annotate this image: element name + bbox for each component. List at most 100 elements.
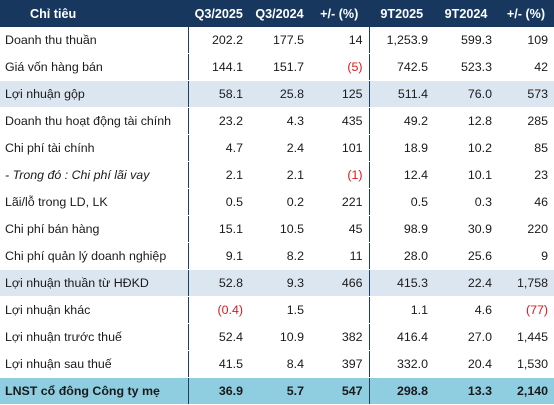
row-label: Doanh thu thuần [0, 27, 189, 54]
table-cell: 10.9 [249, 323, 310, 351]
table-cell: 382 [310, 323, 370, 351]
row-label: Lợi nhuận sau thuế [0, 350, 189, 378]
table-cell: 0.2 [249, 188, 310, 216]
header-q3-2024: Q3/2024 [249, 0, 310, 27]
header-row: Chỉ tiêu Q3/2025 Q3/2024 +/- (%) 9T2025 … [0, 0, 554, 27]
table-cell: 20.4 [434, 350, 498, 378]
table-cell: 10.2 [434, 134, 498, 162]
table-cell: 0.5 [188, 188, 249, 216]
table-cell: 10.5 [249, 215, 310, 243]
header-q-change: +/- (%) [310, 0, 370, 27]
table-row: Chi phí bán hàng 15.1 10.5 45 98.9 30.9 220 [0, 215, 554, 243]
table-cell: 221 [310, 188, 370, 216]
table-cell: 0.5 [369, 188, 434, 216]
table-cell: 1.1 [369, 296, 434, 324]
table-cell: 1,530 [498, 350, 554, 378]
table-cell: (0.4) [188, 296, 249, 324]
table-cell: 2.1 [249, 161, 310, 189]
row-label: Chi phí bán hàng [0, 215, 189, 243]
row-label: Doanh thu hoạt động tài chính [0, 107, 189, 135]
row-label: LNST cổ đông Công ty mẹ [0, 377, 189, 405]
table-cell: 5.7 [249, 377, 310, 405]
table-row: Chi phí quản lý doanh nghiệp 9.1 8.2 11 28.0… [0, 242, 554, 270]
table-cell: 42 [498, 53, 554, 81]
table-cell: 4.6 [434, 296, 498, 324]
header-9t-change: +/- (%) [498, 0, 554, 27]
table-cell: 52.4 [188, 323, 249, 351]
table-cell [310, 296, 370, 324]
table-cell: 1.5 [249, 296, 310, 324]
table-cell: 25.8 [249, 80, 310, 108]
header-9t2024: 9T2024 [434, 0, 498, 27]
table-cell: 25.6 [434, 242, 498, 270]
table-cell: 101 [310, 134, 370, 162]
table-row: - Trong đó : Chi phí lãi vay 2.1 2.1 (1) 12.… [0, 161, 554, 189]
table-cell: (77) [498, 296, 554, 324]
table-cell: 332.0 [369, 350, 434, 378]
table-cell: 416.4 [369, 323, 434, 351]
table-cell: 11 [310, 242, 370, 270]
table-cell: (1) [310, 161, 370, 189]
row-label: Chi phí quản lý doanh nghiệp [0, 242, 189, 270]
header-label: Chỉ tiêu [0, 0, 189, 27]
table-cell: 58.1 [188, 80, 249, 108]
table-cell: 415.3 [369, 269, 434, 297]
table-cell: 573 [498, 80, 554, 108]
table-cell: 109 [498, 27, 554, 54]
table-row: Lợi nhuận thuần từ HĐKD 52.8 9.3 466 415.3 22… [0, 269, 554, 297]
table-row: Lãi/lỗ trong LD, LK 0.5 0.2 221 0.5 0.3 46 [0, 188, 554, 216]
table-cell: 23 [498, 161, 554, 189]
table-cell: 0.3 [434, 188, 498, 216]
table-cell: 298.8 [369, 377, 434, 405]
table-cell: 151.7 [249, 53, 310, 81]
row-label: Lợi nhuận thuần từ HĐKD [0, 269, 189, 297]
table-cell: (5) [310, 53, 370, 81]
row-label: Lợi nhuận khác [0, 296, 189, 324]
table-cell: 125 [310, 80, 370, 108]
table-cell: 76.0 [434, 80, 498, 108]
table-cell: 23.2 [188, 107, 249, 135]
row-label: - Trong đó : Chi phí lãi vay [0, 161, 189, 189]
table-cell: 397 [310, 350, 370, 378]
table-row: Doanh thu hoạt động tài chính 23.2 4.3 435 4… [0, 107, 554, 135]
table-cell: 202.2 [188, 27, 249, 54]
table-cell: 2.4 [249, 134, 310, 162]
table-cell: 9.1 [188, 242, 249, 270]
table-cell: 28.0 [369, 242, 434, 270]
table-cell: 8.4 [249, 350, 310, 378]
row-label: Lãi/lỗ trong LD, LK [0, 188, 189, 216]
table-cell: 144.1 [188, 53, 249, 81]
table-cell: 52.8 [188, 269, 249, 297]
table-cell: 12.8 [434, 107, 498, 135]
table-cell: 8.2 [249, 242, 310, 270]
table-cell: 523.3 [434, 53, 498, 81]
table-cell: 9 [498, 242, 554, 270]
table-cell: 9.3 [249, 269, 310, 297]
header-9t2025: 9T2025 [369, 0, 434, 27]
table-cell: 98.9 [369, 215, 434, 243]
table-row: Doanh thu thuần 202.2 177.5 14 1,253.9 599.3 1… [0, 27, 554, 54]
table-cell: 45 [310, 215, 370, 243]
table-cell: 4.7 [188, 134, 249, 162]
table-cell: 220 [498, 215, 554, 243]
table-cell: 511.4 [369, 80, 434, 108]
table-cell: 49.2 [369, 107, 434, 135]
table-cell: 14 [310, 27, 370, 54]
table-row: Chi phí tài chính 4.7 2.4 101 18.9 10.2 85 [0, 134, 554, 162]
table-row: Giá vốn hàng bán 144.1 151.7 (5) 742.5 523.3 4… [0, 53, 554, 81]
row-label: Lợi nhuận trước thuế [0, 323, 189, 351]
table-cell: 435 [310, 107, 370, 135]
table-row: Lợi nhuận sau thuế 41.5 8.4 397 332.0 20.4 1,5… [0, 350, 554, 378]
table-cell: 742.5 [369, 53, 434, 81]
row-label: Giá vốn hàng bán [0, 53, 189, 81]
header-q3-2025: Q3/2025 [188, 0, 249, 27]
table-cell: 46 [498, 188, 554, 216]
table-cell: 12.4 [369, 161, 434, 189]
table-cell: 466 [310, 269, 370, 297]
table-cell: 10.1 [434, 161, 498, 189]
table-cell: 1,758 [498, 269, 554, 297]
table-cell: 41.5 [188, 350, 249, 378]
table-cell: 1,253.9 [369, 27, 434, 54]
table-cell: 4.3 [249, 107, 310, 135]
